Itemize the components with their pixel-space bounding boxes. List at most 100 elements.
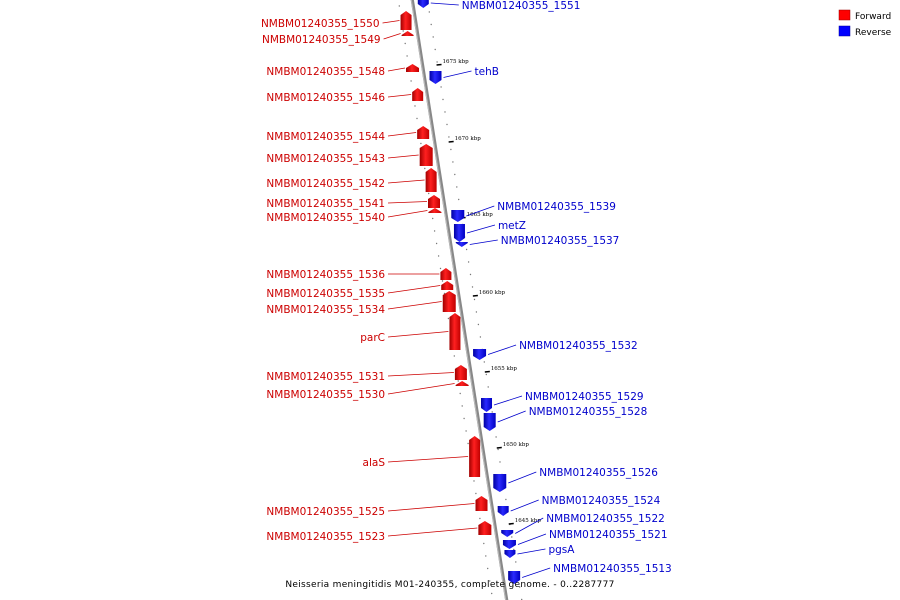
reverse-leader-line	[487, 344, 517, 355]
forward-gene-glyph	[419, 144, 433, 166]
forward-swatch	[838, 9, 851, 21]
reverse-gene-label[interactable]: NMBM01240355_1513	[553, 563, 672, 575]
reverse-gene-label[interactable]: NMBM01240355_1528	[529, 406, 648, 418]
reverse-gene-glyph	[497, 506, 509, 516]
reverse-leader-line	[497, 410, 526, 423]
forward-gene-glyph	[469, 436, 481, 477]
forward-leader-line	[387, 527, 478, 537]
forward-gene-glyph	[441, 281, 454, 290]
reverse-leader-line	[517, 548, 546, 555]
reverse-gene-label[interactable]: pgsA	[548, 544, 575, 556]
gene-features	[400, 0, 521, 584]
reverse-gene-glyph	[429, 71, 442, 84]
forward-leader-line	[387, 210, 428, 218]
kbp-ticks: 1675 kbp 1670 kbp 1665 kbp 1660 kbp 1655 kbp…	[436, 59, 541, 525]
reverse-leader-line	[469, 239, 498, 245]
reverse-leader-line	[430, 2, 459, 6]
reverse-gene-label[interactable]: NMBM01240355_1539	[497, 201, 616, 213]
forward-gene-glyph	[406, 64, 420, 72]
forward-gene-label[interactable]: NMBM01240355_1530	[266, 389, 385, 401]
forward-leader-line	[387, 285, 441, 294]
forward-gene-label[interactable]: NMBM01240355_1541	[266, 198, 385, 210]
reverse-gene-glyph	[502, 540, 516, 549]
forward-gene-label[interactable]: NMBM01240355_1542	[266, 178, 385, 190]
reverse-gene-glyph	[417, 0, 429, 8]
legend-reverse-label: Reverse	[855, 28, 892, 38]
forward-leader-line	[387, 179, 425, 184]
forward-gene-label[interactable]: NMBM01240355_1534	[266, 304, 385, 316]
kbp-tick-label: 1660 kbp	[479, 290, 506, 296]
reverse-gene-label[interactable]: NMBM01240355_1521	[549, 529, 668, 541]
legend-forward-label: Forward	[855, 12, 891, 22]
reverse-gene-glyph	[455, 242, 468, 247]
forward-gene-glyph	[428, 208, 442, 213]
legend: Forward Reverse	[838, 9, 892, 38]
forward-gene-glyph	[478, 521, 492, 535]
kbp-tick-label: 1650 kbp	[503, 442, 530, 448]
reverse-gene-glyph	[473, 349, 487, 360]
map-caption: Neisseria meningitidis M01-240355, compl…	[285, 580, 614, 590]
forward-gene-label[interactable]: NMBM01240355_1546	[266, 92, 385, 104]
gene-labels: NMBM01240355_1550 NMBM01240355_1549 NMBM01…	[261, 0, 672, 575]
label-leaders	[382, 2, 551, 578]
forward-gene-glyph	[440, 268, 452, 280]
forward-leader-line	[387, 372, 454, 377]
reverse-gene-label[interactable]: tehB	[475, 66, 499, 78]
reverse-leader-line	[517, 533, 547, 545]
forward-gene-glyph	[455, 381, 469, 386]
forward-gene-label[interactable]: NMBM01240355_1531	[266, 371, 385, 383]
forward-leader-line	[387, 383, 455, 395]
reverse-gene-label[interactable]: NMBM01240355_1529	[525, 391, 644, 403]
forward-leader-line	[387, 94, 412, 98]
reverse-gene-glyph	[508, 571, 521, 584]
reverse-gene-glyph	[481, 398, 493, 412]
forward-leader-line	[387, 67, 406, 72]
reverse-gene-label[interactable]: NMBM01240355_1551	[462, 0, 581, 12]
forward-leader-line	[387, 301, 442, 310]
reverse-gene-label[interactable]: NMBM01240355_1537	[501, 235, 620, 247]
reverse-gene-glyph	[504, 550, 516, 558]
forward-leader-line	[382, 20, 400, 24]
reverse-leader-line	[466, 205, 495, 217]
reverse-gene-label[interactable]: NMBM01240355_1524	[542, 495, 661, 507]
forward-leader-line	[387, 201, 428, 204]
genome-backbone	[410, 0, 509, 600]
reverse-leader-line	[508, 471, 537, 484]
reverse-gene-label[interactable]: NMBM01240355_1532	[519, 340, 638, 352]
reverse-leader-line	[466, 224, 496, 234]
reverse-gene-glyph	[501, 530, 514, 537]
forward-gene-label[interactable]: NMBM01240355_1523	[266, 531, 385, 543]
kbp-tick-label: 1675 kbp	[443, 59, 470, 65]
kbp-tick-label: 1670 kbp	[455, 136, 482, 142]
forward-leader-line	[387, 331, 449, 338]
reverse-swatch	[838, 25, 851, 37]
forward-gene-label[interactable]: NMBM01240355_1535	[266, 288, 385, 300]
forward-leader-line	[387, 503, 475, 512]
forward-gene-label[interactable]: NMBM01240355_1548	[266, 66, 385, 78]
forward-gene-glyph	[401, 31, 414, 36]
reverse-gene-glyph	[493, 474, 507, 492]
forward-gene-label[interactable]: NMBM01240355_1550	[261, 18, 380, 30]
forward-gene-glyph	[425, 168, 437, 192]
forward-gene-label[interactable]: NMBM01240355_1536	[266, 269, 385, 281]
forward-gene-label[interactable]: parC	[360, 332, 385, 344]
reverse-leader-line	[443, 70, 472, 78]
forward-gene-label[interactable]: NMBM01240355_1544	[266, 131, 385, 143]
reverse-gene-glyph	[451, 210, 465, 222]
reverse-gene-label[interactable]: metZ	[498, 220, 526, 232]
reverse-gene-label[interactable]: NMBM01240355_1526	[539, 467, 658, 479]
forward-gene-label[interactable]: NMBM01240355_1543	[266, 153, 385, 165]
forward-gene-label[interactable]: NMBM01240355_1540	[266, 212, 385, 224]
forward-gene-glyph	[449, 313, 461, 350]
forward-gene-label[interactable]: NMBM01240355_1549	[262, 34, 381, 46]
forward-gene-glyph	[417, 126, 430, 139]
forward-gene-glyph	[442, 291, 456, 312]
forward-gene-label[interactable]: alaS	[363, 457, 386, 469]
reverse-gene-glyph	[453, 224, 465, 242]
forward-gene-label[interactable]: NMBM01240355_1525	[266, 506, 385, 518]
reverse-gene-label[interactable]: NMBM01240355_1522	[546, 513, 665, 525]
forward-leader-line	[383, 33, 401, 40]
forward-gene-glyph	[454, 365, 467, 380]
forward-gene-glyph	[475, 496, 488, 511]
forward-gene-glyph	[400, 11, 412, 30]
